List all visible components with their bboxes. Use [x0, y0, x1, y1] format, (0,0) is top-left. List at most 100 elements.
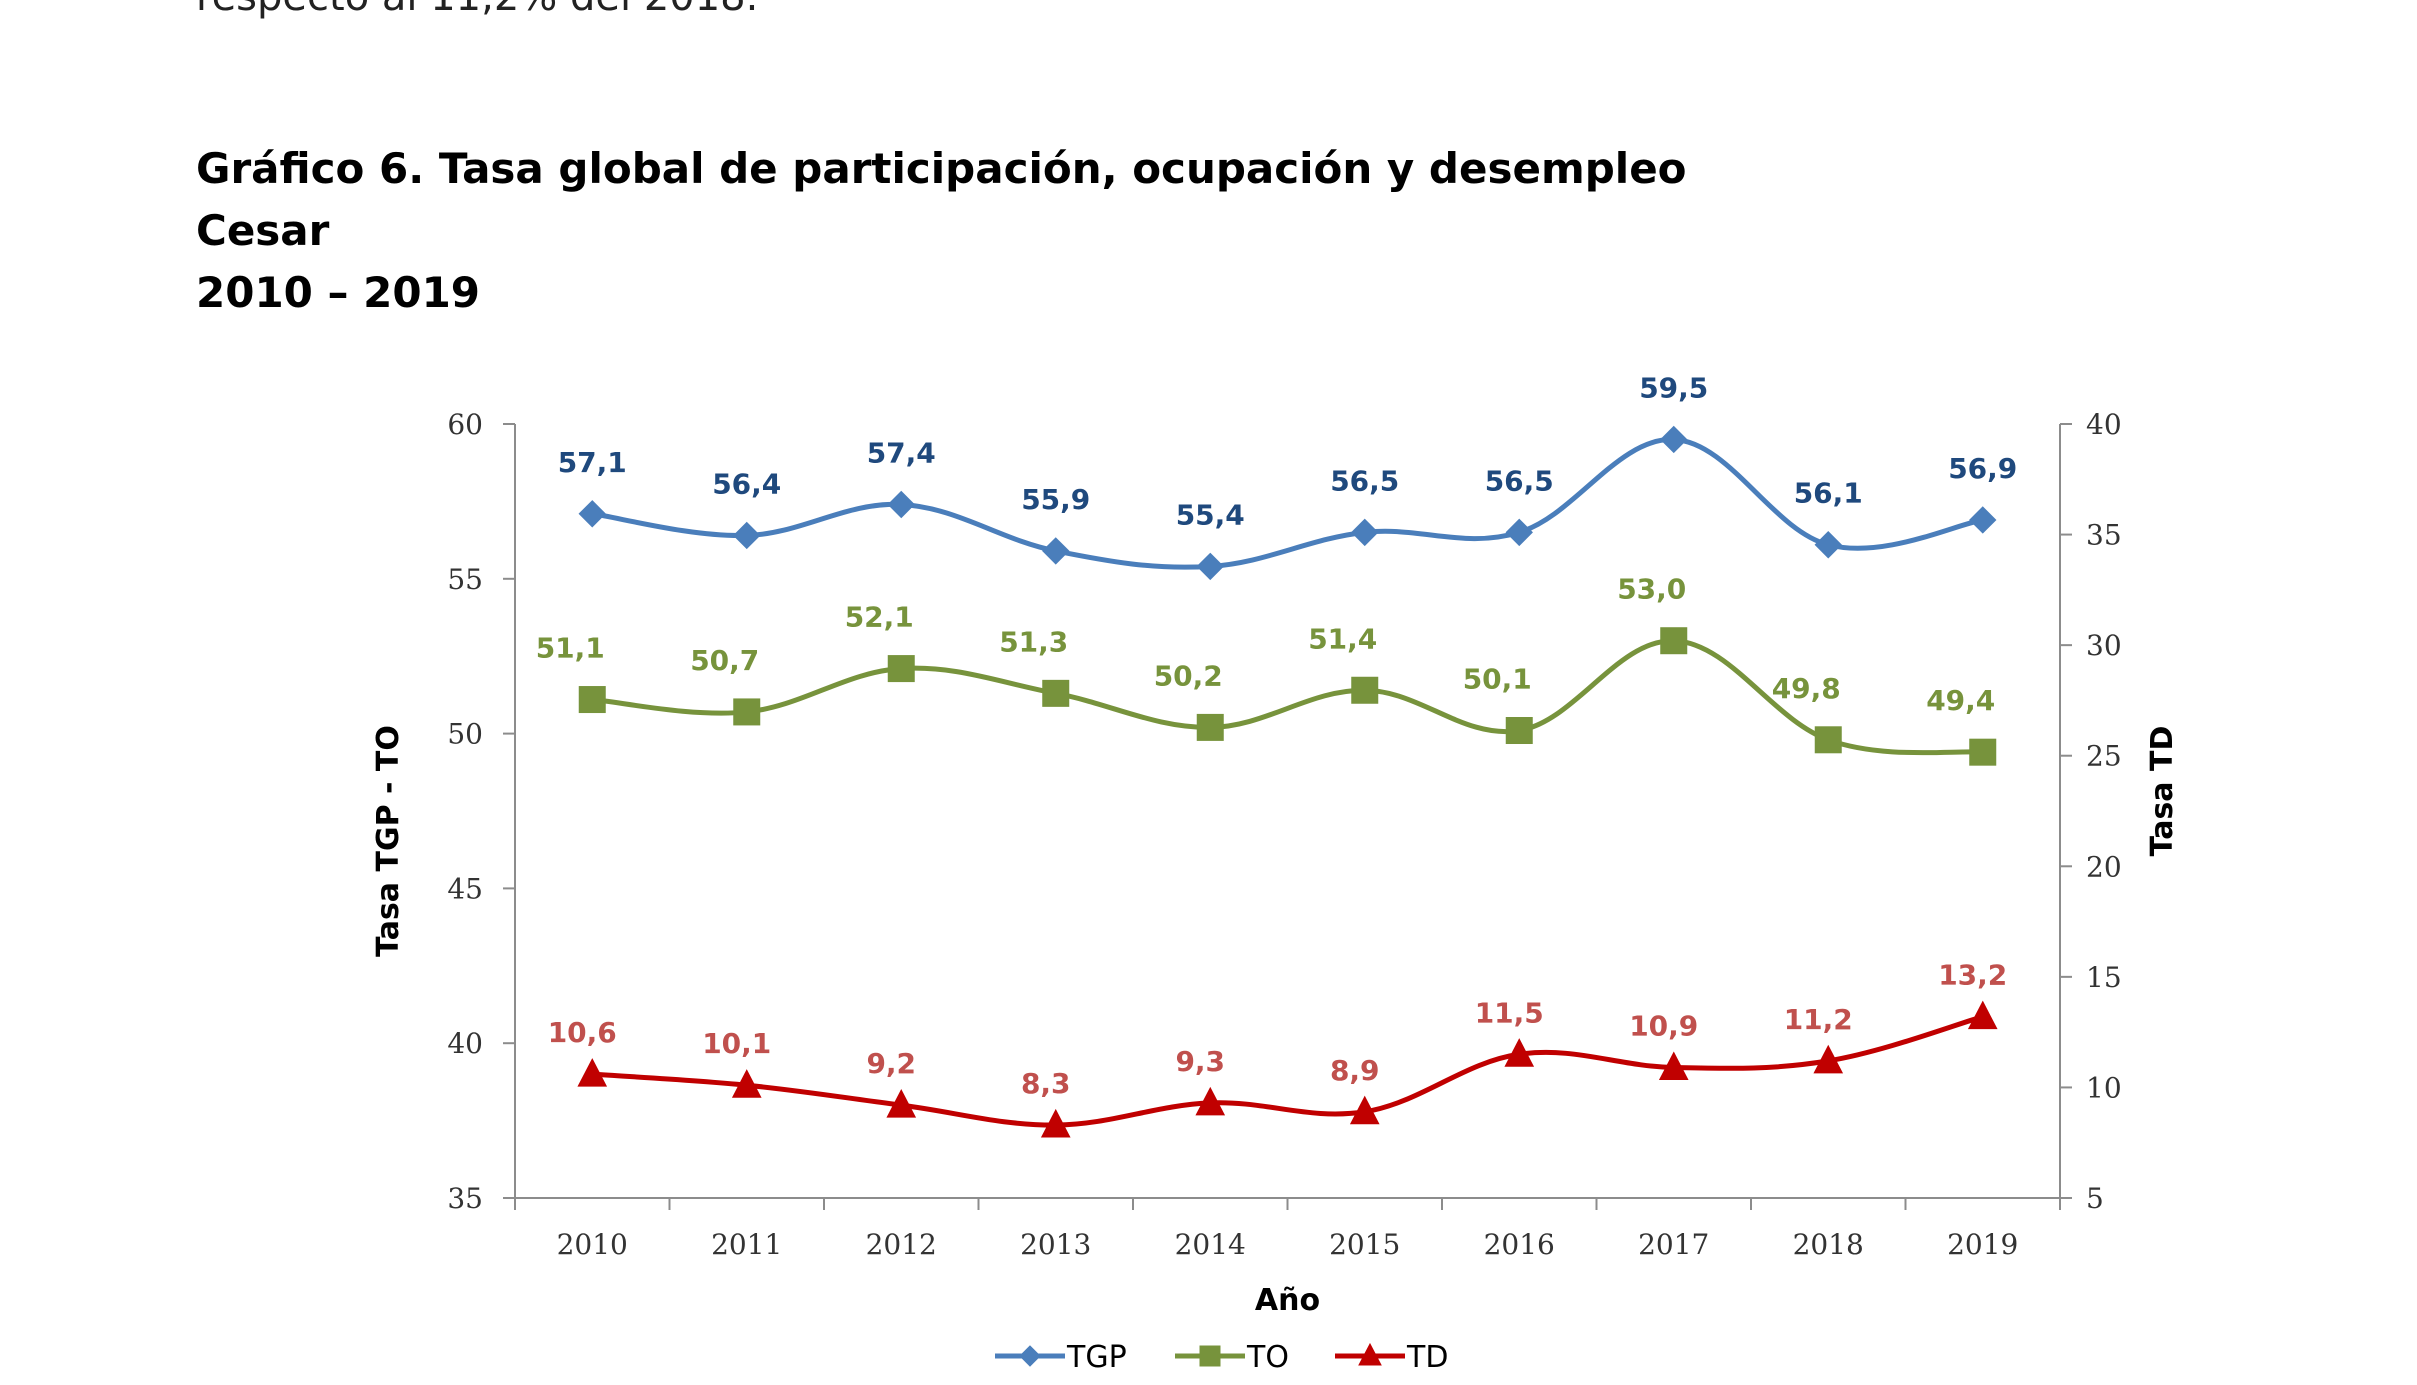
data-label-td: 10,1	[702, 1027, 771, 1060]
data-label-tgp: 56,1	[1794, 477, 1863, 510]
data-label-td: 10,9	[1629, 1010, 1698, 1043]
data-point-tgp	[1814, 531, 1842, 559]
data-label-tgp: 55,4	[1176, 498, 1245, 531]
data-label-td: 11,5	[1475, 996, 1544, 1029]
data-label-to: 49,4	[1926, 684, 1995, 717]
right-tick-label: 5	[2086, 1182, 2104, 1215]
series-line-tgp	[591, 436, 1984, 570]
left-tick-label: 45	[447, 872, 483, 905]
data-label-td: 8,9	[1330, 1054, 1380, 1087]
data-label-to: 53,0	[1617, 573, 1686, 606]
right-tick-label: 15	[2086, 961, 2122, 994]
x-axis-title: Año	[1255, 1283, 1320, 1318]
legend: TGP TO TD	[995, 1340, 1448, 1375]
data-point-td	[1813, 1044, 1844, 1074]
data-point-tgp	[1969, 506, 1997, 534]
data-point-td	[1658, 1051, 1689, 1081]
data-point-td	[1040, 1108, 1071, 1138]
x-tick-label: 2012	[866, 1228, 937, 1261]
data-label-tgp: 56,9	[1948, 452, 2017, 485]
right-axis-title: Tasa TD	[2145, 726, 2180, 857]
data-label-td: 9,2	[866, 1047, 916, 1080]
x-tick-label: 2013	[1020, 1228, 1091, 1261]
data-label-to: 50,2	[1154, 659, 1223, 692]
right-tick-label: 20	[2086, 850, 2122, 883]
legend-label-td: TD	[1406, 1340, 1448, 1375]
data-point-to	[1660, 627, 1688, 655]
data-label-tgp: 56,4	[712, 467, 781, 500]
data-point-to	[1814, 726, 1842, 754]
legend-marker-tgp	[1019, 1345, 1041, 1367]
series-line-td	[592, 1014, 1984, 1128]
legend-label-to: TO	[1246, 1340, 1289, 1375]
data-label-td: 11,2	[1784, 1003, 1853, 1036]
data-label-to: 51,3	[999, 625, 1068, 658]
series-markers	[577, 425, 1998, 1138]
legend-marker-to	[1199, 1345, 1221, 1367]
series-line-to	[592, 638, 1983, 756]
left-tick-label: 35	[447, 1182, 483, 1215]
preceding-paragraph-fragment: respecto al 11,2% del 2018.	[196, 0, 758, 20]
right-tick-label: 10	[2086, 1071, 2122, 1104]
data-point-to	[1969, 738, 1997, 766]
data-label-to: 51,4	[1308, 622, 1377, 655]
data-point-tgp	[1196, 552, 1224, 581]
x-tick-label: 2014	[1175, 1228, 1246, 1261]
chart-title: Gráfico 6. Tasa global de participación,…	[196, 138, 1687, 324]
left-tick-label: 60	[447, 408, 483, 441]
data-point-to	[1196, 713, 1224, 741]
data-label-td: 13,2	[1938, 959, 2007, 992]
data-label-to: 50,7	[690, 644, 759, 677]
data-point-td	[1504, 1038, 1535, 1067]
left-tick-label: 55	[447, 563, 483, 596]
x-tick-label: 2011	[711, 1228, 782, 1261]
series-lines	[591, 436, 1984, 1128]
data-point-to	[1042, 679, 1070, 707]
data-point-tgp	[1042, 537, 1070, 565]
data-point-tgp	[887, 490, 915, 519]
data-label-tgp: 56,5	[1485, 464, 1554, 497]
data-point-tgp	[1660, 425, 1688, 454]
data-label-td: 10,6	[548, 1016, 617, 1049]
x-tick-label: 2017	[1638, 1228, 1709, 1261]
data-label-tgp: 57,4	[867, 436, 936, 469]
data-point-to	[887, 655, 915, 683]
data-label-to: 50,1	[1463, 663, 1532, 696]
x-tick-label: 2016	[1484, 1228, 1555, 1261]
data-point-to	[578, 686, 606, 714]
right-tick-label: 25	[2086, 740, 2122, 773]
data-label-td: 8,3	[1021, 1067, 1071, 1100]
data-point-tgp	[1351, 518, 1379, 547]
data-point-td	[577, 1058, 608, 1087]
right-tick-label: 30	[2086, 629, 2122, 662]
data-point-to	[1505, 717, 1533, 745]
data-point-td	[1967, 1000, 1998, 1030]
right-tick-label: 40	[2086, 408, 2122, 441]
x-tick-label: 2018	[1793, 1228, 1864, 1261]
chart-title-line-3: 2010 – 2019	[196, 268, 481, 317]
data-point-td	[731, 1069, 762, 1098]
left-axis-title: Tasa TGP - TO	[371, 725, 406, 957]
data-point-to	[1351, 676, 1379, 704]
data-point-tgp	[733, 521, 761, 550]
chart-axes: 35 40 45 50 55 60 5 10 15 20 25 30 35 40 2010 2011 2012 2…	[371, 408, 2180, 1318]
data-point-td	[1349, 1095, 1380, 1125]
x-tick-label: 2019	[1947, 1228, 2018, 1261]
data-label-to: 52,1	[845, 601, 914, 634]
data-label-tgp: 59,5	[1639, 371, 1708, 404]
data-label-to: 49,8	[1772, 672, 1841, 705]
x-tick-label: 2010	[557, 1228, 628, 1261]
data-labels: 57,1 56,4 57,4 55,9 55,4 56,5 56,5 59,5 56,1 56,9…	[536, 371, 2018, 1100]
legend-label-tgp: TGP	[1066, 1340, 1127, 1375]
data-point-td	[1195, 1086, 1226, 1116]
data-label-td: 9,3	[1175, 1045, 1225, 1078]
data-label-tgp: 55,9	[1021, 483, 1090, 516]
right-tick-label: 35	[2086, 519, 2122, 552]
x-tick-label: 2015	[1329, 1228, 1400, 1261]
chart-title-line-2: Cesar	[196, 206, 330, 255]
data-point-td	[886, 1089, 917, 1118]
data-point-to	[733, 698, 761, 726]
left-tick-label: 40	[447, 1027, 483, 1060]
data-point-tgp	[1505, 518, 1533, 547]
